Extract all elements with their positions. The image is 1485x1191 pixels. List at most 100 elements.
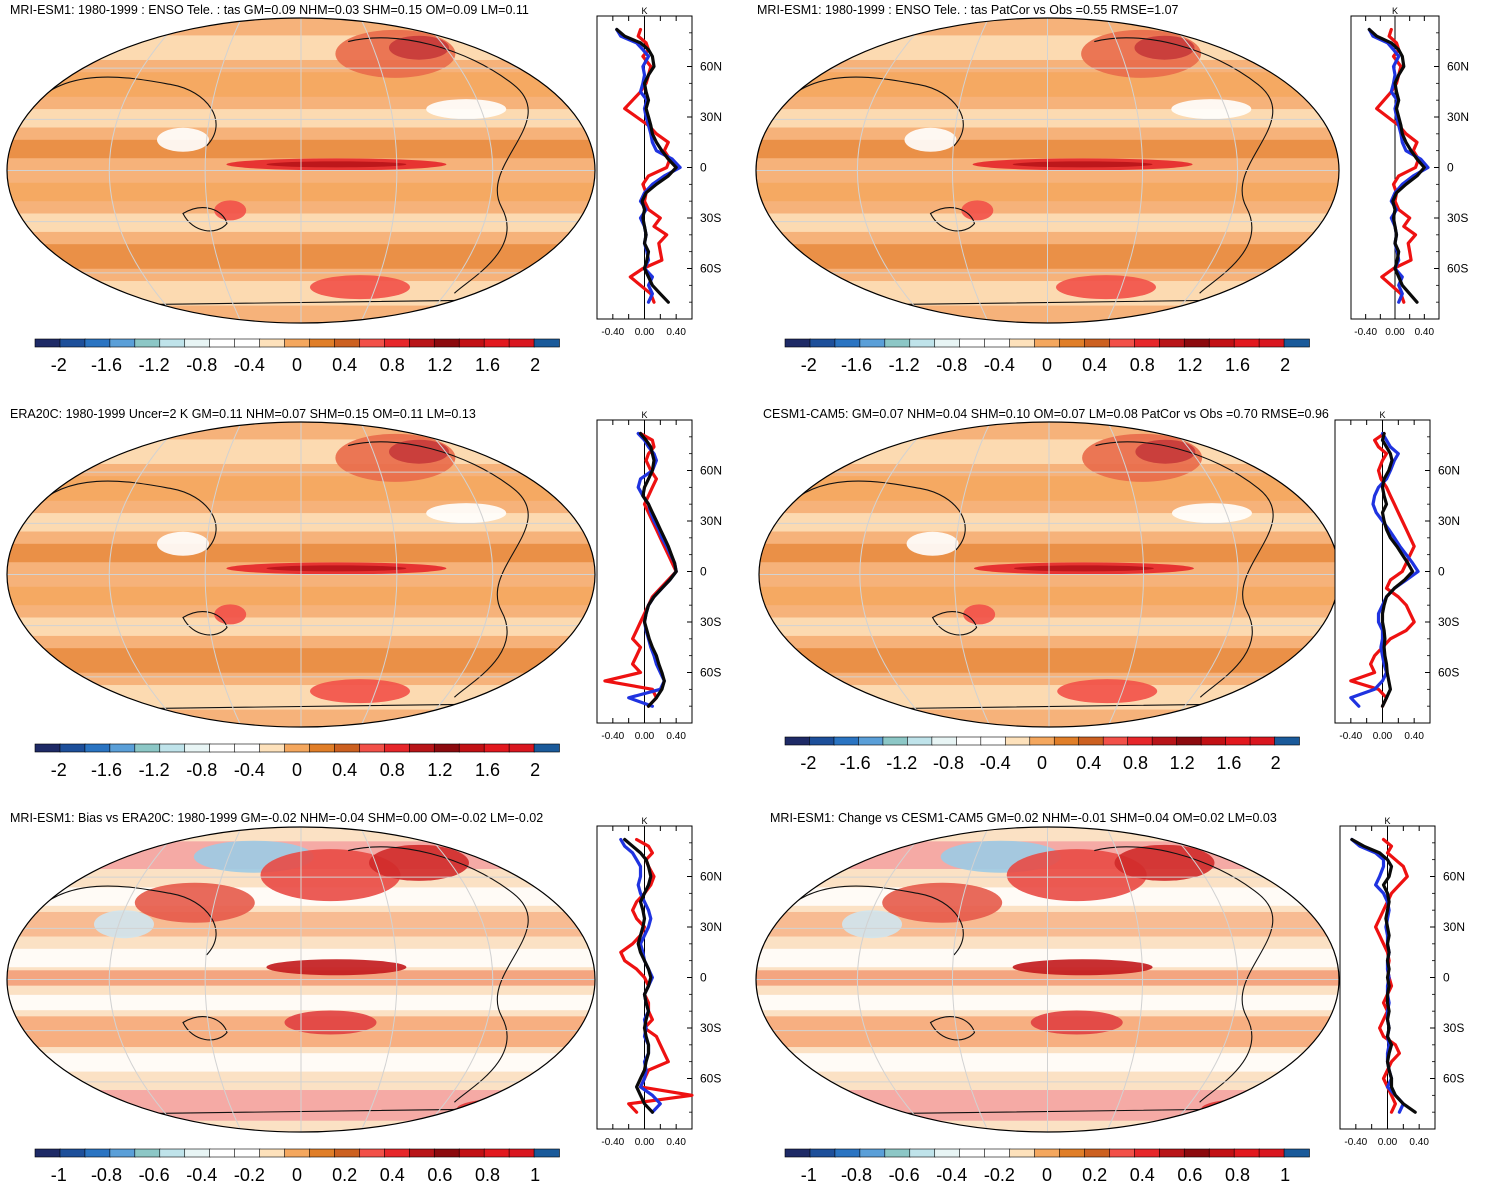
colorbar-tick-label: -2: [801, 355, 817, 375]
coastline: [29, 37, 538, 307]
colorbar: -1 -0.8 -0.6 -0.4 -0.2 0 0.2 0.4 0.6 0.8 1: [784, 1148, 1310, 1191]
colorbar-swatch: [359, 338, 386, 348]
colorbar-tick-label: 0.4: [1130, 1165, 1155, 1185]
y-tick-label: 0: [700, 161, 707, 175]
colorbar-swatch: [458, 1148, 485, 1158]
colorbar-swatch: [1283, 338, 1310, 348]
graticule-lon: [108, 18, 184, 323]
map-border: [6, 421, 596, 728]
colorbar-swatch: [834, 1148, 861, 1158]
unit-label: K: [641, 816, 647, 826]
colorbar-swatch: [909, 338, 936, 348]
colorbar-tick-label: 2: [530, 760, 540, 780]
x-tick-label: -0.40: [601, 1137, 624, 1148]
colorbar-tick-label: 0.6: [1177, 1165, 1202, 1185]
colorbar-swatch: [284, 338, 311, 348]
colorbar-swatch: [809, 1148, 836, 1158]
colorbar-swatch: [284, 1148, 311, 1158]
colorbar-swatch: [408, 1148, 436, 1158]
y-tick-label: 0: [700, 565, 707, 579]
colorbar-swatch: [59, 338, 86, 348]
graticule-lon: [418, 422, 494, 727]
colorbar-swatch: [882, 736, 909, 746]
colorbar-swatch: [809, 338, 836, 348]
y-tick-label: 60N: [700, 870, 722, 884]
x-tick-label: -0.40: [601, 731, 624, 742]
colorbar-swatch: [508, 743, 535, 753]
graticule-lon: [859, 422, 933, 727]
y-tick-label: 30S: [700, 211, 721, 225]
colorbar-swatch: [1109, 338, 1136, 348]
colorbar-swatch: [809, 736, 835, 746]
graticule-lon: [1164, 827, 1239, 1132]
colorbar-swatch: [84, 743, 111, 753]
colorbar-swatch: [34, 743, 61, 753]
graticule-lon: [1105, 827, 1143, 1132]
unit-label: K: [641, 410, 647, 420]
colorbar-swatch: [309, 1148, 336, 1158]
colorbar-swatch: [1249, 736, 1276, 746]
colorbar-tick-label: 0: [292, 355, 302, 375]
colorbar-swatch: [931, 736, 958, 746]
colorbar: -2 -1.6 -1.2 -0.8 -0.4 0 0.4 0.8 1.2 1.6 2: [34, 743, 560, 786]
colorbar-tick-label: 1: [530, 1165, 540, 1185]
map-border: [6, 826, 596, 1133]
colorbar-swatch: [359, 743, 386, 753]
colorbar-swatch: [408, 338, 436, 348]
coastline: [777, 846, 1282, 1116]
colorbar-swatch: [909, 1148, 936, 1158]
colorbar-swatch: [1208, 1148, 1235, 1158]
colorbar-tick-label: 1.6: [1216, 753, 1241, 773]
colorbar-tick-label: 2: [530, 355, 540, 375]
colorbar-tick-label: 0.4: [1082, 355, 1107, 375]
y-tick-label: 30S: [700, 1021, 721, 1035]
x-tick-label: 0.00: [635, 1137, 655, 1148]
colorbar-swatch: [1059, 1148, 1086, 1158]
colorbar-tick-label: 0.4: [332, 760, 357, 780]
colorbar-swatch: [784, 338, 811, 348]
panel-title: MRI-ESM1: 1980-1999 : ENSO Tele. : tas G…: [10, 3, 529, 17]
colorbar-tick-label: -0.8: [186, 760, 217, 780]
robinson-map: [758, 421, 1340, 728]
colorbar-tick-label: 0: [292, 760, 302, 780]
colorbar-tick-label: 2: [1280, 355, 1290, 375]
unit-label: K: [1379, 410, 1385, 420]
colorbar-swatch: [184, 1148, 211, 1158]
colorbar-tick-label: 0.8: [380, 355, 405, 375]
zonal-mean-plot: -0.40 0.00 0.40 K 60N 30N 0 30S 60S: [1350, 6, 1484, 345]
robinson-map: [755, 826, 1340, 1133]
colorbar-swatch: [1127, 736, 1153, 746]
y-tick-label: 60N: [700, 60, 722, 74]
colorbar-swatch: [234, 338, 261, 348]
colorbar-swatch: [833, 736, 860, 746]
colorbar-tick-label: 1.2: [427, 355, 452, 375]
y-tick-label: 30N: [1438, 514, 1460, 528]
colorbar-tick-label: -0.4: [186, 1165, 217, 1185]
graticule-lon: [204, 18, 243, 323]
panel-title: MRI-ESM1: Bias vs ERA20C: 1980-1999 GM=-…: [10, 811, 544, 825]
y-tick-label: 30N: [1447, 110, 1469, 124]
colorbar-swatch: [859, 1148, 886, 1158]
colorbar-tick-label: -0.4: [980, 753, 1011, 773]
colorbar-tick-label: -0.2: [234, 1165, 265, 1185]
colorbar-tick-label: -0.4: [984, 355, 1015, 375]
x-tick-label: 0.40: [1409, 1137, 1429, 1148]
colorbar-swatch: [184, 743, 211, 753]
colorbar-swatch: [84, 1148, 111, 1158]
zonal-mean-plot: -0.40 0.00 0.40 K 60N 30N 0 30S 60S: [1334, 410, 1475, 749]
colorbar-tick-label: -0.4: [234, 355, 265, 375]
y-tick-label: 30N: [700, 920, 722, 934]
colorbar-tick-label: -0.8: [936, 355, 967, 375]
colorbar-swatch: [784, 736, 811, 746]
colorbar-tick-label: 0: [1042, 355, 1052, 375]
y-tick-label: 0: [1447, 161, 1454, 175]
colorbar-swatch: [934, 338, 961, 348]
colorbar-swatch: [1084, 1148, 1111, 1158]
colorbar-swatch: [234, 743, 261, 753]
panel-title: CESM1-CAM5: GM=0.07 NHM=0.04 SHM=0.10 OM…: [763, 407, 1329, 421]
colorbar-tick-label: 1.2: [427, 760, 452, 780]
zonal-mean-plot: -0.40 0.00 0.40 K 60N 30N 0 30S 60S: [596, 816, 737, 1155]
colorbar-tick-label: 0.8: [1225, 1165, 1250, 1185]
colorbar-tick-label: 0: [1042, 1165, 1052, 1185]
colorbar-swatch: [1200, 736, 1227, 746]
